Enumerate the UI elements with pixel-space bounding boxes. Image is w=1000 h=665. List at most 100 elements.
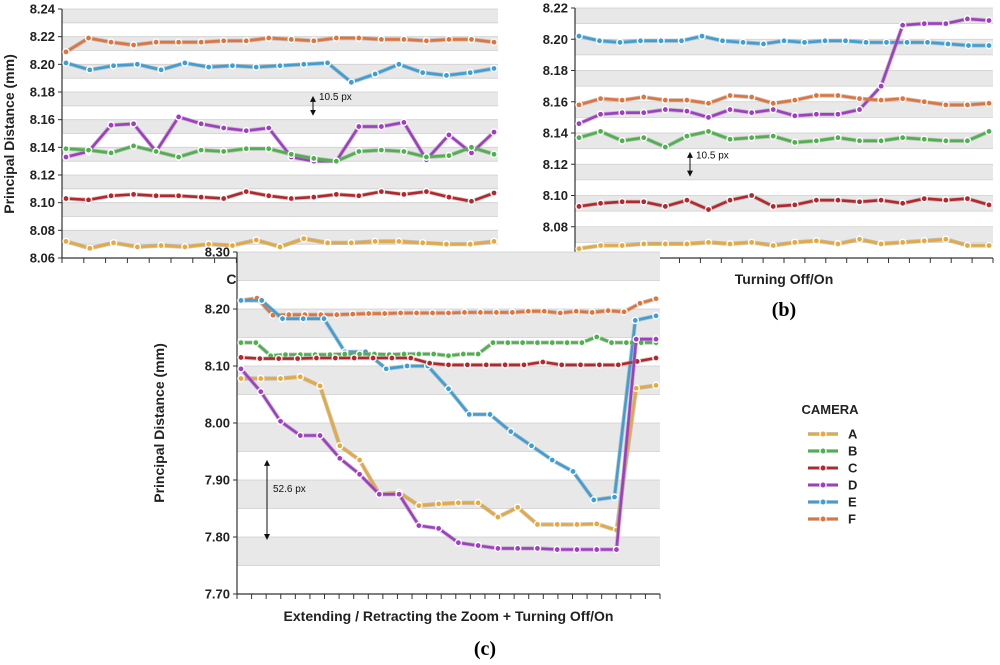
data-point xyxy=(747,93,756,101)
data-point xyxy=(465,410,474,419)
data-point xyxy=(157,241,165,250)
panel-label: (c) xyxy=(474,638,496,660)
data-point xyxy=(632,335,641,344)
data-point xyxy=(726,91,734,100)
data-point xyxy=(444,384,453,393)
data-point xyxy=(445,193,453,201)
data-point xyxy=(237,338,245,347)
data-point xyxy=(652,335,660,344)
data-point xyxy=(336,454,344,463)
plot-band xyxy=(62,92,498,106)
data-point xyxy=(747,108,756,117)
data-point xyxy=(276,417,285,426)
data-point xyxy=(467,143,476,152)
data-point xyxy=(347,78,356,87)
data-point xyxy=(197,193,205,201)
data-point xyxy=(877,96,885,104)
plot-band xyxy=(62,105,498,120)
data-point xyxy=(612,545,621,554)
data-point xyxy=(476,308,485,317)
data-point xyxy=(920,19,929,28)
data-point xyxy=(834,240,842,248)
data-point xyxy=(985,241,993,250)
data-point xyxy=(877,240,885,248)
data-point xyxy=(107,191,115,200)
data-point xyxy=(631,316,640,325)
data-point xyxy=(355,470,364,479)
legend-label: E xyxy=(848,495,857,510)
data-point xyxy=(942,235,950,244)
y-tick-label: 8.14 xyxy=(543,126,569,141)
y-tick-label: 8.20 xyxy=(205,302,230,317)
series-D xyxy=(62,113,498,165)
data-point xyxy=(412,309,421,317)
data-point xyxy=(181,243,189,251)
series-line xyxy=(241,375,657,532)
data-point xyxy=(466,68,475,77)
data-point xyxy=(355,122,363,131)
data-point xyxy=(592,520,601,528)
data-point xyxy=(747,133,756,142)
data-point xyxy=(898,133,907,142)
data-point xyxy=(639,108,648,117)
data-point xyxy=(445,131,453,139)
data-point xyxy=(683,240,691,248)
data-point xyxy=(533,520,542,529)
data-point xyxy=(575,32,583,40)
data-point xyxy=(425,359,434,367)
y-tick-label: 8.08 xyxy=(30,223,55,238)
plot-band xyxy=(62,216,498,231)
y-tick-label: 8.20 xyxy=(30,57,55,72)
data-point xyxy=(428,309,437,317)
data-point xyxy=(821,37,829,45)
data-point xyxy=(573,545,581,554)
data-point xyxy=(553,520,561,529)
data-point xyxy=(474,350,482,358)
data-point xyxy=(287,150,296,159)
y-tick-label: 8.20 xyxy=(543,32,568,47)
legend-label: C xyxy=(848,461,858,476)
data-point xyxy=(219,124,228,132)
data-point xyxy=(445,35,453,44)
data-point xyxy=(152,147,160,156)
data-point xyxy=(533,338,542,347)
data-point xyxy=(540,307,549,316)
data-point xyxy=(683,96,691,104)
data-point xyxy=(553,545,561,554)
data-point xyxy=(415,350,423,358)
data-point xyxy=(596,110,605,119)
plot-band xyxy=(575,101,993,118)
data-point xyxy=(556,309,565,317)
data-point xyxy=(513,544,522,553)
data-point xyxy=(252,338,260,347)
data-point xyxy=(174,191,183,200)
series-E xyxy=(62,59,498,87)
data-point xyxy=(332,157,341,165)
data-point xyxy=(639,197,648,206)
data-point xyxy=(242,144,251,153)
data-point xyxy=(204,240,213,248)
data-point xyxy=(855,235,864,244)
data-point xyxy=(252,236,261,244)
legend-marker xyxy=(819,464,827,472)
data-point xyxy=(677,37,686,45)
data-point xyxy=(834,196,842,204)
data-point xyxy=(442,240,451,248)
data-point xyxy=(576,361,585,369)
data-point xyxy=(482,361,491,369)
data-point xyxy=(812,137,821,145)
legend-entry-B: B xyxy=(808,444,857,459)
data-point xyxy=(256,387,265,396)
data-point xyxy=(575,133,583,142)
data-point xyxy=(62,237,70,246)
y-tick-label: 8.08 xyxy=(543,219,568,234)
data-point xyxy=(596,199,605,208)
data-point xyxy=(62,48,70,56)
data-point xyxy=(616,38,624,47)
series-B xyxy=(62,142,498,165)
data-point xyxy=(790,201,799,209)
data-point xyxy=(434,524,443,533)
data-point xyxy=(332,310,341,319)
plot-band xyxy=(62,175,498,189)
